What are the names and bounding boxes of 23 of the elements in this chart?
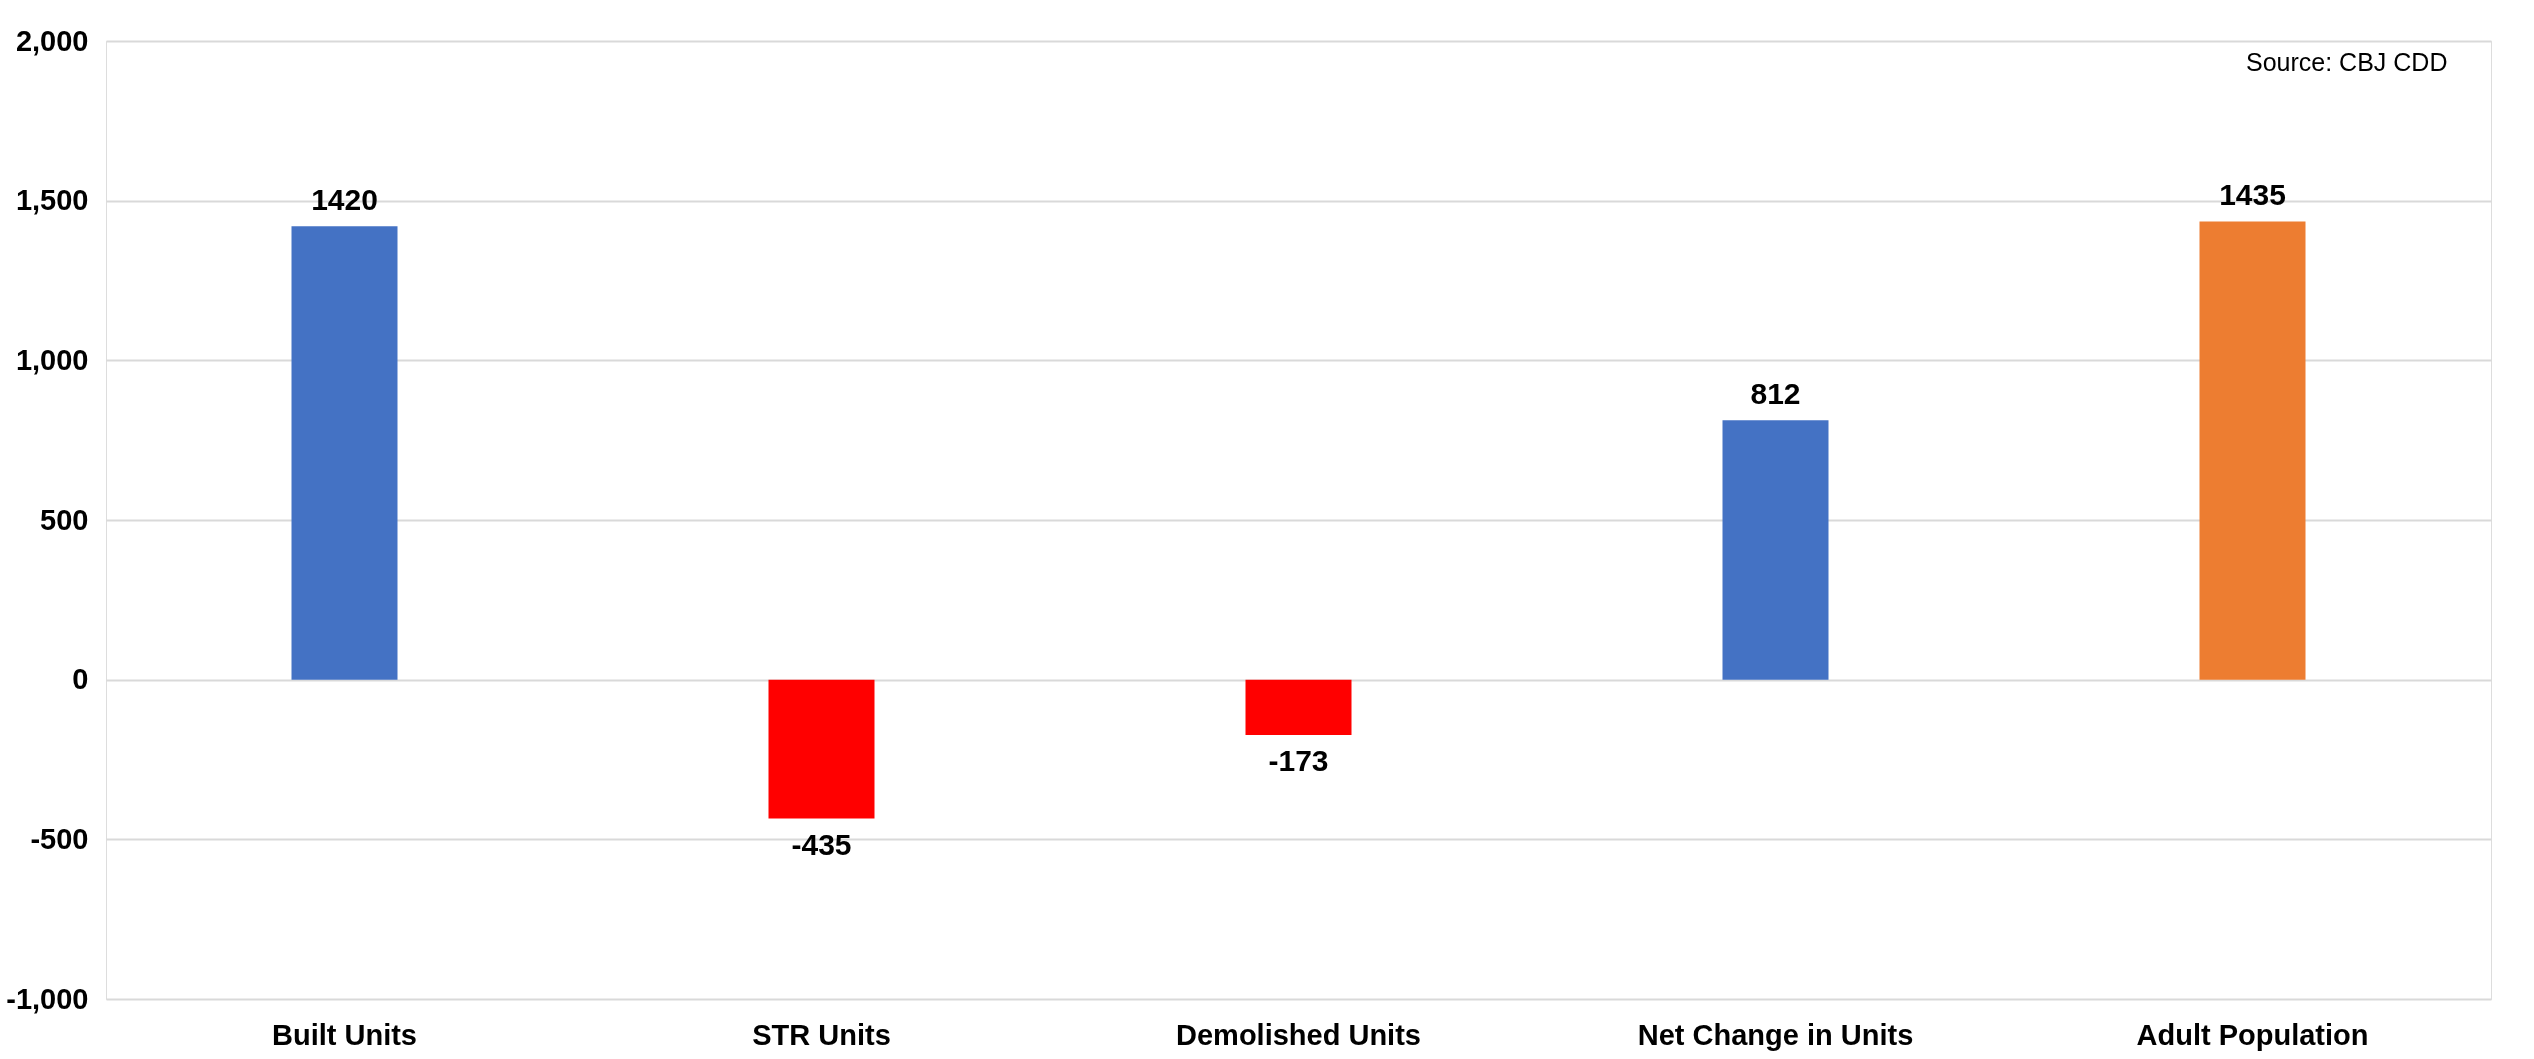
- bar: [1722, 420, 1829, 680]
- y-tick-label: -1,000: [6, 982, 89, 1015]
- data-label: -435: [791, 827, 852, 861]
- y-tick-label: 0: [72, 663, 89, 696]
- bar: [291, 226, 398, 680]
- y-tick-label: 1,500: [15, 184, 89, 217]
- bar: [1245, 679, 1352, 735]
- data-label: -173: [1268, 743, 1329, 777]
- data-label: 1435: [2219, 178, 2286, 212]
- x-tick-label: Adult Population: [2136, 1018, 2369, 1051]
- annotation: Source: CBJ CDD: [2246, 48, 2448, 76]
- x-tick-label: Demolished Units: [1176, 1018, 1421, 1051]
- data-label: 812: [1750, 377, 1801, 411]
- bar: [2199, 221, 2306, 680]
- y-tick-label: 500: [40, 503, 89, 536]
- y-tick-label: 1,000: [15, 343, 89, 376]
- data-label: 1420: [311, 183, 378, 217]
- x-tick-label: STR Units: [752, 1018, 891, 1051]
- y-tick-label: 2,000: [15, 24, 89, 57]
- x-tick-label: Net Change in Units: [1637, 1018, 1914, 1051]
- y-tick-label: -500: [30, 822, 89, 855]
- x-tick-label: Built Units: [272, 1018, 417, 1051]
- bar: [768, 679, 875, 819]
